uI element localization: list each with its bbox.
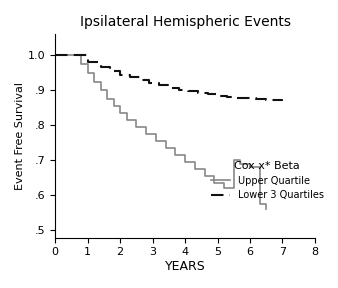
- Title: Ipsilateral Hemispheric Events: Ipsilateral Hemispheric Events: [79, 15, 291, 29]
- Y-axis label: Event Free Survival: Event Free Survival: [15, 82, 25, 190]
- Legend: Upper Quartile, Lower 3 Quartiles: Upper Quartile, Lower 3 Quartiles: [211, 161, 324, 200]
- X-axis label: YEARS: YEARS: [165, 260, 206, 273]
